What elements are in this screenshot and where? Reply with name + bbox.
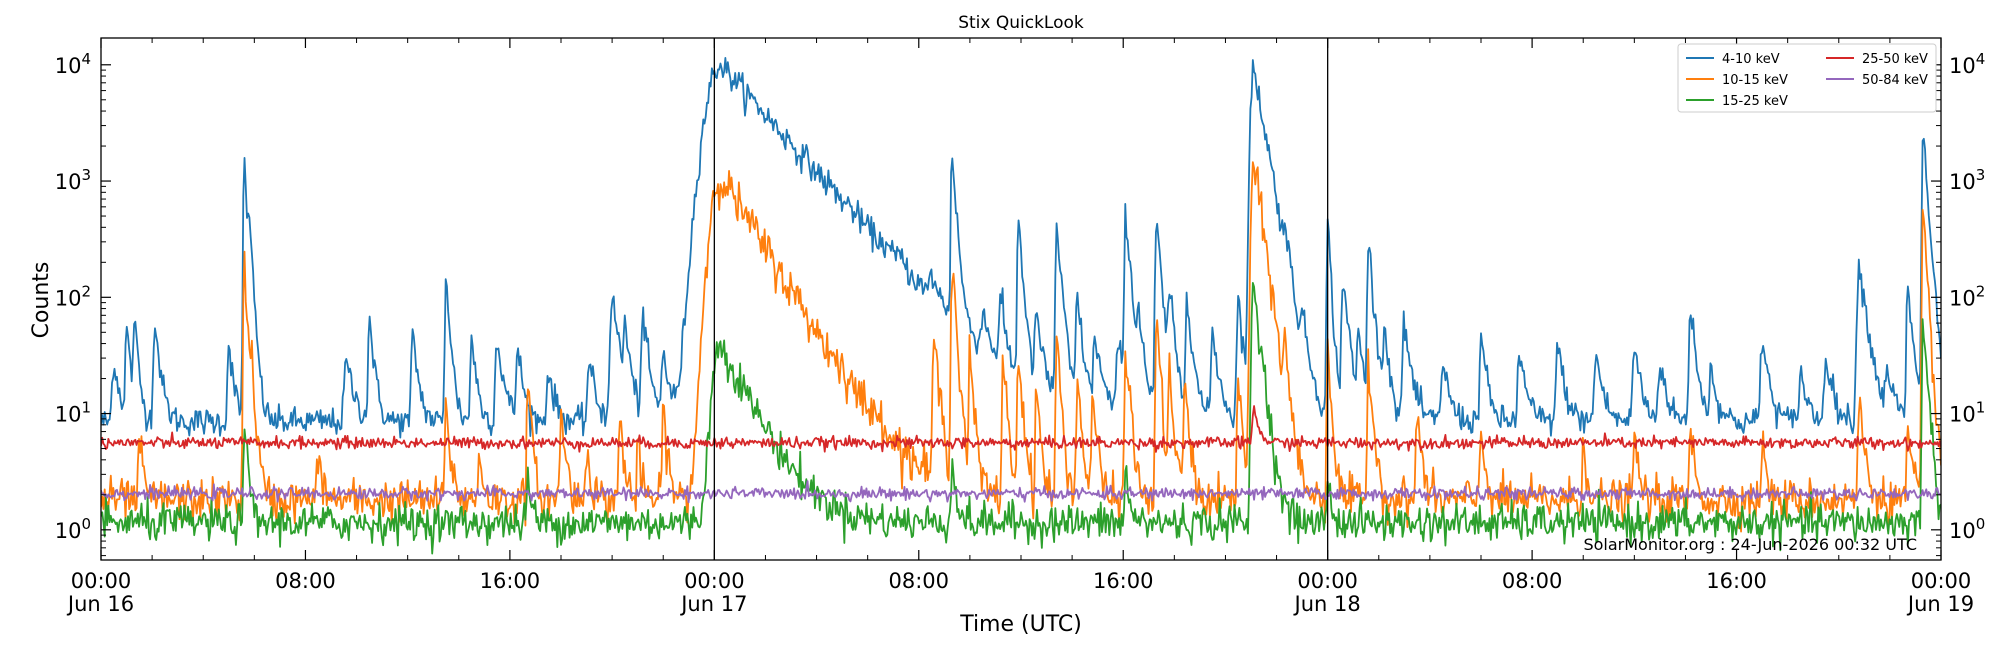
y-tick-label-left-2: 102 — [55, 282, 91, 310]
y-tick-label-right-2: 102 — [1949, 282, 1985, 310]
x-tick-label-time-8: 16:00 — [1706, 569, 1767, 593]
x-axis-label: Time (UTC) — [959, 612, 1082, 637]
legend-label-3: 25-50 keV — [1862, 52, 1928, 67]
y-tick-label-right-0: 100 — [1949, 515, 1985, 543]
x-tick-label-time-2: 16:00 — [480, 569, 541, 593]
y-tick-label-left-4: 104 — [55, 50, 91, 78]
y-axis-label: Counts — [29, 262, 54, 339]
y-tick-label-left-1: 101 — [55, 399, 91, 427]
y-tick-label-left-0: 100 — [55, 515, 91, 543]
y-tick-label-right-4: 104 — [1949, 50, 1985, 78]
x-tick-label-date-9: Jun 19 — [1906, 592, 1974, 616]
x-tick-label-time-6: 00:00 — [1297, 569, 1358, 593]
legend-label-1: 10-15 keV — [1722, 73, 1788, 88]
legend-label-0: 4-10 keV — [1722, 52, 1780, 67]
series-line-2 — [101, 282, 1941, 555]
x-tick-label-date-0: Jun 16 — [66, 592, 134, 616]
series-line-0 — [101, 57, 1941, 439]
chart-legend: 4-10 keV 10-15 keV 15-25 keV 25-50 keV 50-84… — [1677, 43, 1937, 113]
x-tick-label-time-9: 00:00 — [1911, 569, 1972, 593]
x-tick-label-time-4: 08:00 — [889, 569, 950, 593]
x-tick-label-time-0: 00:00 — [71, 569, 132, 593]
y-tick-label-left-3: 103 — [55, 166, 91, 194]
x-tick-label-time-5: 16:00 — [1093, 569, 1154, 593]
x-tick-label-date-3: Jun 17 — [679, 592, 747, 616]
legend-frame — [1677, 43, 1937, 113]
x-tick-label-time-1: 08:00 — [275, 569, 336, 593]
series-line-4 — [101, 480, 1941, 504]
x-tick-label-date-6: Jun 18 — [1293, 592, 1361, 616]
day-boundary-layer — [713, 38, 1329, 560]
x-tick-label-time-7: 08:00 — [1502, 569, 1563, 593]
series-line-3 — [101, 405, 1941, 453]
series-line-1 — [101, 161, 1941, 533]
x-tick-label-time-3: 00:00 — [684, 569, 745, 593]
series-layer — [101, 57, 1941, 555]
legend-label-2: 15-25 keV — [1722, 94, 1788, 109]
legend-label-4: 50-84 keV — [1862, 73, 1928, 88]
plot-frame — [100, 37, 1942, 561]
credit-annotation: SolarMonitor.org : 24-Jun-2026 00:32 UTC — [1583, 535, 1917, 554]
chart-title: Stix QuickLook — [958, 13, 1084, 33]
y-tick-label-right-3: 103 — [1949, 166, 1985, 194]
y-tick-label-right-1: 101 — [1949, 399, 1985, 427]
